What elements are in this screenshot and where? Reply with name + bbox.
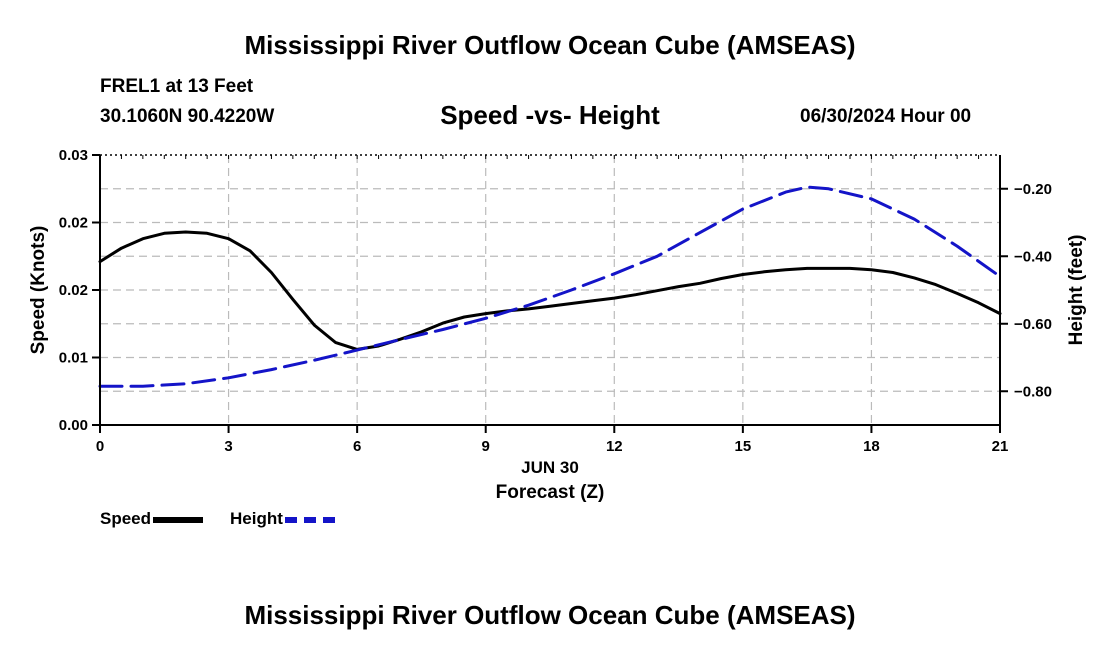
x-tick-label: 0 bbox=[96, 438, 104, 455]
y-tick-label: 0.02 bbox=[59, 215, 88, 232]
x-axis-label: Forecast (Z) bbox=[495, 482, 605, 503]
legend-item-speed: Speed bbox=[100, 509, 204, 529]
y-tick-label: 0.03 bbox=[59, 147, 88, 164]
y-tick-label: 0.00 bbox=[59, 417, 88, 434]
y-tick-label: 0.02 bbox=[59, 282, 88, 299]
x-tick-label: 9 bbox=[482, 438, 490, 455]
x-tick-label: 15 bbox=[735, 438, 752, 455]
axes-layer: 0 3 6 9 12 15 18 21 0.00 0.01 0.02 0.02 0.03 −0.80 −0.… bbox=[59, 147, 1052, 455]
series-line-speed bbox=[98, 230, 1002, 351]
y2-tick-label: −0.60 bbox=[1014, 316, 1052, 333]
legend-height-label: Height bbox=[230, 509, 283, 528]
x-tick-label: 6 bbox=[353, 438, 361, 455]
main-title: Mississippi River Outflow Ocean Cube (AM… bbox=[244, 30, 856, 60]
x-tick-label: 3 bbox=[224, 438, 232, 455]
station-label: FREL1 at 13 Feet bbox=[100, 76, 254, 97]
y2-axis-label: Height (feet) bbox=[1066, 235, 1087, 346]
y-axis-label: Speed (Knots) bbox=[28, 226, 49, 355]
legend-speed-label: Speed bbox=[100, 509, 152, 528]
date-label: 06/30/2024 Hour 00 bbox=[800, 106, 972, 127]
grid-layer bbox=[100, 155, 1000, 425]
y-tick-label: 0.01 bbox=[59, 350, 88, 367]
y2-tick-label: −0.40 bbox=[1014, 248, 1052, 265]
labels-layer: Speed (Knots) Height (feet) bbox=[28, 226, 1087, 355]
x-tick-label: 21 bbox=[992, 438, 1009, 455]
x-tick-label: 12 bbox=[606, 438, 623, 455]
legend-item-height: Height bbox=[230, 509, 335, 529]
x-tick-label: 18 bbox=[863, 438, 880, 455]
y2-tick-label: −0.80 bbox=[1014, 383, 1052, 400]
series-line-height bbox=[98, 185, 1002, 388]
series-layer bbox=[98, 185, 1002, 388]
footer-title: Mississippi River Outflow Ocean Cube (AM… bbox=[244, 600, 856, 630]
legend-height-swatch bbox=[284, 516, 335, 523]
chart-subtitle: Speed -vs- Height bbox=[440, 100, 660, 130]
legend-speed-swatch bbox=[153, 516, 204, 523]
y2-tick-label: −0.20 bbox=[1014, 181, 1052, 198]
coordinates-label: 30.1060N 90.4220W bbox=[100, 106, 275, 127]
x-axis-date-label: JUN 30 bbox=[521, 458, 579, 477]
